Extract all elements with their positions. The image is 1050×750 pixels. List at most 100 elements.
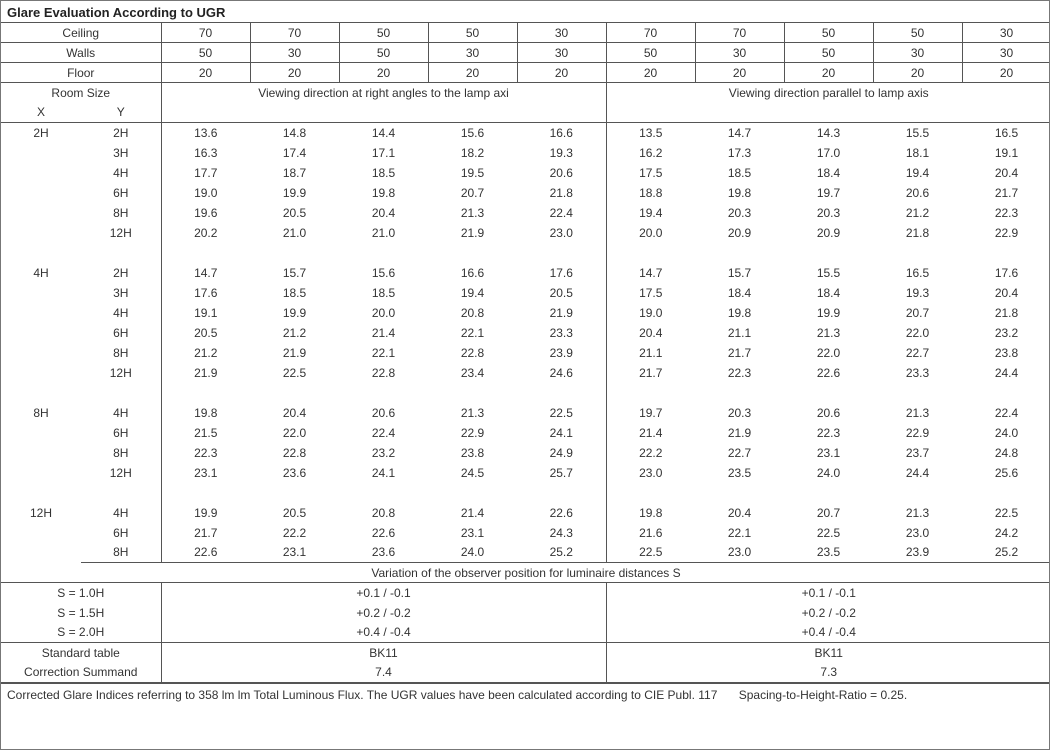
ugr-value: 19.7 (606, 403, 695, 423)
surface-label: Floor (1, 63, 161, 83)
room-x (1, 523, 81, 543)
ugr-value: 25.2 (517, 543, 606, 563)
ugr-value: 17.5 (606, 283, 695, 303)
ugr-value: 22.9 (962, 223, 1050, 243)
surface-value: 70 (250, 23, 339, 43)
ugr-value: 19.8 (339, 183, 428, 203)
ugr-value: 19.8 (606, 503, 695, 523)
ugr-value: 21.3 (873, 403, 962, 423)
ugr-data-table: Ceiling70705050307070505030Walls50305030… (1, 22, 1050, 683)
ugr-value: 20.9 (784, 223, 873, 243)
ugr-value: 21.3 (784, 323, 873, 343)
ugr-value: 18.8 (606, 183, 695, 203)
ugr-value: 22.4 (517, 203, 606, 223)
surface-value: 30 (695, 43, 784, 63)
viewing-right-header: Viewing direction at right angles to the… (161, 83, 606, 103)
room-y: 8H (81, 203, 161, 223)
room-x (1, 423, 81, 443)
ugr-value: 23.4 (428, 363, 517, 383)
variation-label: Variation of the observer position for l… (1, 563, 1050, 583)
room-x: 8H (1, 403, 81, 423)
room-y: 4H (81, 303, 161, 323)
room-x (1, 343, 81, 363)
ugr-value: 24.1 (339, 463, 428, 483)
ugr-value: 22.5 (784, 523, 873, 543)
surface-value: 20 (873, 63, 962, 83)
ugr-value: 21.9 (250, 343, 339, 363)
ugr-value: 19.8 (161, 403, 250, 423)
room-y: 12H (81, 463, 161, 483)
variation-parallel: +0.1 / -0.1 (606, 583, 1050, 603)
room-x (1, 183, 81, 203)
variation-s: S = 1.0H (1, 583, 161, 603)
ugr-value: 24.8 (962, 443, 1050, 463)
room-x: 12H (1, 503, 81, 523)
ugr-value: 20.6 (339, 403, 428, 423)
ugr-value: 22.8 (250, 443, 339, 463)
ugr-value: 22.3 (161, 443, 250, 463)
surface-value: 20 (339, 63, 428, 83)
ugr-value: 22.6 (517, 503, 606, 523)
ugr-value: 21.1 (695, 323, 784, 343)
ugr-value: 18.4 (695, 283, 784, 303)
ugr-value: 18.5 (339, 283, 428, 303)
ugr-value: 22.2 (250, 523, 339, 543)
ugr-value: 24.3 (517, 523, 606, 543)
y-header: Y (81, 103, 161, 123)
ugr-value: 24.4 (962, 363, 1050, 383)
room-y: 12H (81, 363, 161, 383)
ugr-value: 20.7 (784, 503, 873, 523)
ugr-value: 19.0 (161, 183, 250, 203)
ugr-value: 20.8 (339, 503, 428, 523)
ugr-value: 23.8 (962, 343, 1050, 363)
ugr-value: 23.3 (517, 323, 606, 343)
ugr-value: 23.8 (428, 443, 517, 463)
ugr-value: 20.3 (695, 403, 784, 423)
ugr-value: 22.5 (606, 543, 695, 563)
ugr-value: 22.0 (873, 323, 962, 343)
room-x (1, 163, 81, 183)
room-x (1, 363, 81, 383)
ugr-value: 18.4 (784, 283, 873, 303)
ugr-value: 13.5 (606, 123, 695, 143)
ugr-value: 21.7 (695, 343, 784, 363)
surface-value: 50 (161, 43, 250, 63)
ugr-value: 21.2 (873, 203, 962, 223)
ugr-value: 23.5 (784, 543, 873, 563)
ugr-value: 24.4 (873, 463, 962, 483)
variation-right: +0.2 / -0.2 (161, 603, 606, 623)
ugr-value: 22.5 (250, 363, 339, 383)
ugr-value: 24.1 (517, 423, 606, 443)
ugr-value: 21.0 (339, 223, 428, 243)
ugr-value: 23.6 (250, 463, 339, 483)
ugr-value: 20.5 (250, 503, 339, 523)
ugr-value: 18.1 (873, 143, 962, 163)
ugr-value: 24.5 (428, 463, 517, 483)
surface-label: Ceiling (1, 23, 161, 43)
ugr-value: 22.9 (428, 423, 517, 443)
ugr-value: 18.2 (428, 143, 517, 163)
ugr-value: 20.6 (784, 403, 873, 423)
ugr-value: 18.5 (695, 163, 784, 183)
ugr-value: 19.9 (250, 183, 339, 203)
ugr-value: 15.6 (339, 263, 428, 283)
surface-value: 30 (962, 23, 1050, 43)
room-y: 4H (81, 503, 161, 523)
ugr-value: 21.3 (873, 503, 962, 523)
surface-value: 20 (250, 63, 339, 83)
ugr-value: 23.2 (962, 323, 1050, 343)
ugr-value: 17.1 (339, 143, 428, 163)
ugr-value: 21.8 (873, 223, 962, 243)
ugr-value: 16.3 (161, 143, 250, 163)
surface-value: 30 (873, 43, 962, 63)
room-y: 3H (81, 143, 161, 163)
ugr-value: 19.4 (428, 283, 517, 303)
correction-summand-label: Correction Summand (1, 663, 161, 683)
ugr-value: 20.7 (428, 183, 517, 203)
ugr-value: 19.1 (962, 143, 1050, 163)
ugr-value: 23.3 (873, 363, 962, 383)
ugr-value: 16.5 (962, 123, 1050, 143)
spacing-ratio: Spacing-to-Height-Ratio = 0.25. (739, 688, 907, 702)
room-x (1, 463, 81, 483)
ugr-value: 19.7 (784, 183, 873, 203)
